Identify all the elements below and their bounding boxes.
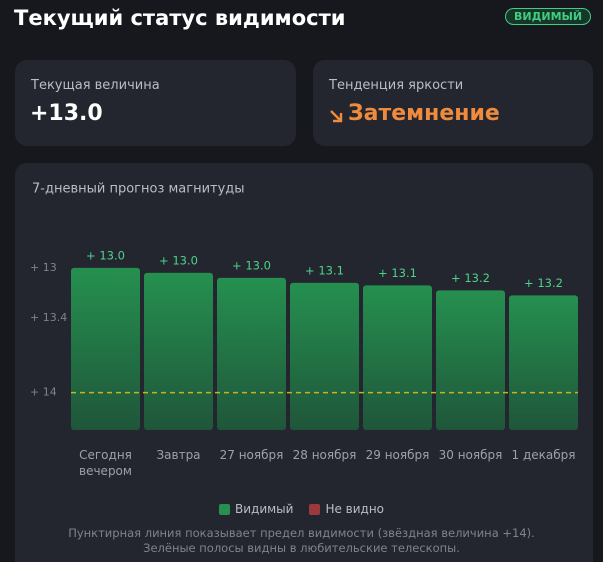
legend-swatch [218, 503, 230, 515]
legend-label: Не видно [325, 502, 385, 516]
value-label: + 13.1 [305, 263, 344, 277]
legend-item: Не видно [309, 502, 384, 516]
card-label: Текущая величина [31, 78, 160, 93]
bar [144, 272, 213, 430]
x-tick-label: Завтра [156, 448, 201, 462]
legend-swatch [309, 503, 321, 515]
card-value: +13.0 [30, 101, 103, 126]
value-label: + 13.0 [86, 248, 125, 262]
bar [217, 277, 286, 430]
value-label: + 13.2 [451, 271, 490, 285]
y-tick-label: + 14 [30, 386, 57, 399]
value-label: + 13.1 [378, 266, 417, 280]
value-label: + 13.0 [159, 253, 198, 267]
bar [509, 295, 578, 430]
magnitude-card: Текущая величина +13.0 [15, 60, 296, 146]
x-tick-label: 27 ноября [219, 448, 284, 462]
x-tick-label: 1 декабря [511, 448, 576, 462]
trend-card: Тенденция яркости Затемнение [313, 60, 593, 146]
legend-item: Видимый [218, 502, 294, 516]
x-tick-label: 30 ноября [438, 448, 503, 462]
bar [290, 282, 359, 430]
chart-title: 7-дневный прогноз магнитуды [32, 182, 245, 197]
chart-note: Пунктирная линия показывает предел видим… [68, 526, 535, 555]
value-label: + 13.2 [524, 276, 563, 290]
legend: Видимый Не видно [0, 502, 603, 516]
bar [71, 267, 140, 430]
x-tick-label: Сегодня вечером [79, 448, 132, 478]
card-value: Затемнение [348, 101, 500, 126]
value-label: + 13.0 [232, 258, 271, 272]
legend-label: Видимый [234, 502, 294, 516]
bar [363, 285, 432, 430]
x-tick-label: 28 ноября [292, 448, 357, 462]
bar [436, 290, 505, 430]
y-tick-label: + 13.4 [30, 311, 67, 324]
page-title: Текущий статус видимости [14, 6, 346, 30]
card-label: Тенденция яркости [329, 78, 464, 93]
status-badge: ВИДИМЫЙ [505, 8, 592, 25]
trend-icon [330, 110, 343, 123]
y-tick-label: + 13 [30, 261, 57, 274]
x-tick-label: 29 ноября [365, 448, 430, 462]
